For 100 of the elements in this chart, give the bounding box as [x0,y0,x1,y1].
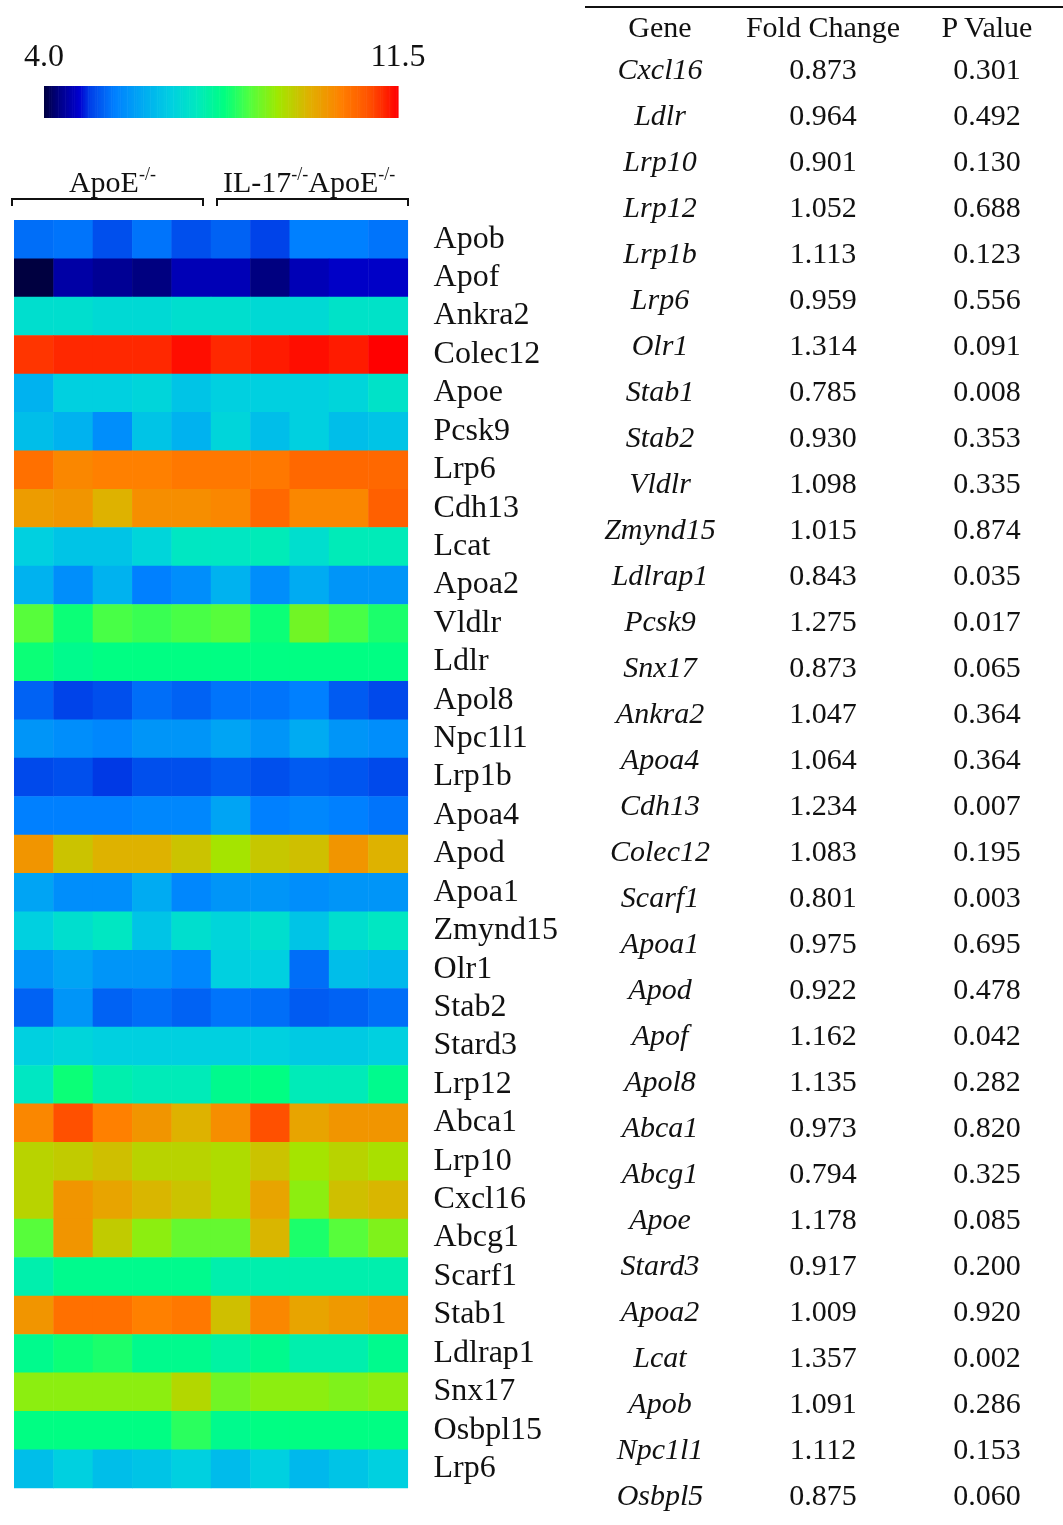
data-label: 0.917 [788,1247,858,1283]
data-label: 1.112 [788,1431,858,1467]
category-label: Colec12 [609,833,711,869]
y-tick-label: Snx17 [433,1371,516,1408]
category-label: Ldlrap1 [610,557,710,593]
y-tick-label: Apoa1 [433,871,519,908]
y-tick-label: Vldlr [433,602,502,639]
y-tick-label: Olr1 [433,948,493,985]
y-tick-label: Lrp10 [433,1140,512,1177]
data-label: 0.688 [952,189,1022,225]
y-tick-label: Lrp6 [433,449,496,486]
category-label: Apof [629,1017,693,1053]
data-label: 0.091 [952,327,1022,363]
color-bar-label: 11.5 [370,37,426,73]
data-label: 1.015 [788,511,858,547]
y-tick-label: Apof [433,257,500,294]
y-tick-label: Lrp6 [433,1448,496,1484]
category-label: Ldlr [633,97,687,133]
data-label: 0.007 [952,787,1022,823]
data-label: 0.364 [952,695,1022,731]
category-label: Cdh13 [619,787,701,823]
data-label: 0.930 [788,419,858,455]
data-label: 0.335 [952,465,1022,501]
text: IL-17-/-ApoE-/- [223,164,396,198]
y-tick-label: Ankra2 [433,295,530,332]
data-label: 0.975 [788,925,858,961]
category-label: Lrp1b [622,235,698,271]
data-label: 1.047 [788,695,858,731]
data-label: 0.964 [788,97,858,133]
data-label: 0.286 [952,1385,1022,1421]
data-label: 0.873 [788,649,858,685]
y-tick-label: Stab1 [433,1294,507,1331]
category-label: Snx17 [622,649,699,685]
data-label: 0.922 [788,971,858,1007]
data-label: 0.801 [788,879,858,915]
data-label: 0.200 [952,1247,1022,1283]
data-label: 1.098 [788,465,858,501]
category-label: Lrp10 [622,143,698,179]
data-label: 0.843 [788,557,858,593]
data-label: 0.035 [952,557,1022,593]
category-label: Apoa2 [618,1293,701,1329]
color-bar-label: 4.0 [24,37,64,73]
data-label: 1.135 [788,1063,858,1099]
category-label: Stard3 [619,1247,701,1283]
y-tick-label: Abca1 [433,1102,518,1139]
data-label: 1.357 [788,1339,858,1375]
data-label: 0.364 [952,741,1022,777]
data-label: 0.794 [788,1155,858,1191]
data-label: 0.085 [952,1201,1022,1237]
category-label: Lcat [632,1339,688,1375]
y-tick-label: Npc1l1 [433,718,528,755]
data-label: 0.920 [952,1293,1022,1329]
y-tick-label: Zmynd15 [433,910,558,947]
y-tick-label: Apod [433,833,505,870]
category-label: Apod [625,971,693,1007]
category-label: Apol8 [621,1063,697,1099]
data-label: 0.959 [788,281,858,317]
data-label: 0.875 [788,1477,858,1513]
data-label: 0.973 [788,1109,858,1145]
data-label: 0.065 [952,649,1022,685]
y-tick-label: Apoa4 [433,794,519,831]
category-label: Apoa1 [618,925,701,961]
text: Gene [627,9,693,45]
data-label: 1.275 [788,603,858,639]
data-label: 0.060 [952,1477,1022,1513]
data-label: 0.556 [952,281,1022,317]
data-label: 0.785 [788,373,858,409]
data-label: 0.195 [952,833,1022,869]
category-label: Ankra2 [613,695,706,731]
y-tick-label: Apoe [433,372,503,409]
category-label: Lrp12 [622,189,698,225]
category-label: Apoa4 [618,741,701,777]
category-label: Osbpl5 [615,1477,705,1513]
data-label: 0.153 [952,1431,1022,1467]
data-label: 0.353 [952,419,1022,455]
y-tick-label: Cxcl16 [433,1179,526,1216]
data-label: 1.091 [788,1385,858,1421]
data-label: 0.008 [952,373,1022,409]
category-label: Npc1l1 [615,1431,705,1467]
data-label: 0.042 [952,1017,1022,1053]
category-label: Apoe [626,1201,692,1237]
data-label: 0.301 [952,51,1022,87]
y-tick-label: Ldlr [433,641,489,678]
category-label: Cxcl16 [616,51,704,87]
y-tick-label: Scarf1 [433,1255,518,1292]
category-label: Abca1 [619,1109,700,1145]
data-label: 1.162 [788,1017,858,1053]
data-label: 0.002 [952,1339,1022,1375]
data-label: 0.325 [952,1155,1022,1191]
data-label: 0.130 [952,143,1022,179]
category-label: Olr1 [630,327,690,363]
category-label: Pcsk9 [623,603,697,639]
category-label: Lrp6 [629,281,691,317]
data-label: 1.064 [788,741,858,777]
text: P Value [940,9,1034,45]
data-label: 1.052 [788,189,858,225]
y-tick-label: Lrp1b [433,756,512,793]
y-tick-label: Lrp12 [433,1063,512,1100]
y-tick-label: Stab2 [433,986,507,1023]
data-label: 1.178 [788,1201,858,1237]
